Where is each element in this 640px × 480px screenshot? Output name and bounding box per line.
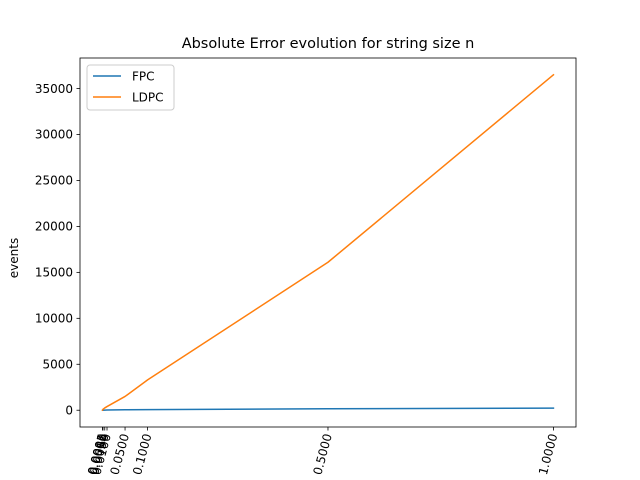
axes-layer: 050001000015000200002500030000350000.000… [35,57,577,476]
legend: FPC LDPC [86,64,175,111]
y-tick-label: 0 [65,403,73,417]
y-tick-label: 35000 [35,82,73,96]
series-layer [101,73,555,412]
y-tick-label: 10000 [35,312,73,326]
y-axis-label: events [7,238,21,278]
chart-title: Absolute Error evolution for string size… [182,36,475,52]
legend-label-fpc: FPC [132,69,155,83]
y-tick-label: 30000 [35,128,73,142]
y-tick-label: 15000 [35,266,73,280]
y-tick-label: 5000 [42,357,73,371]
y-tick-label: 25000 [35,174,73,188]
series-line-ldpc [101,73,555,412]
y-tick-label: 20000 [35,220,73,234]
legend-label-ldpc: LDPC [132,90,164,104]
